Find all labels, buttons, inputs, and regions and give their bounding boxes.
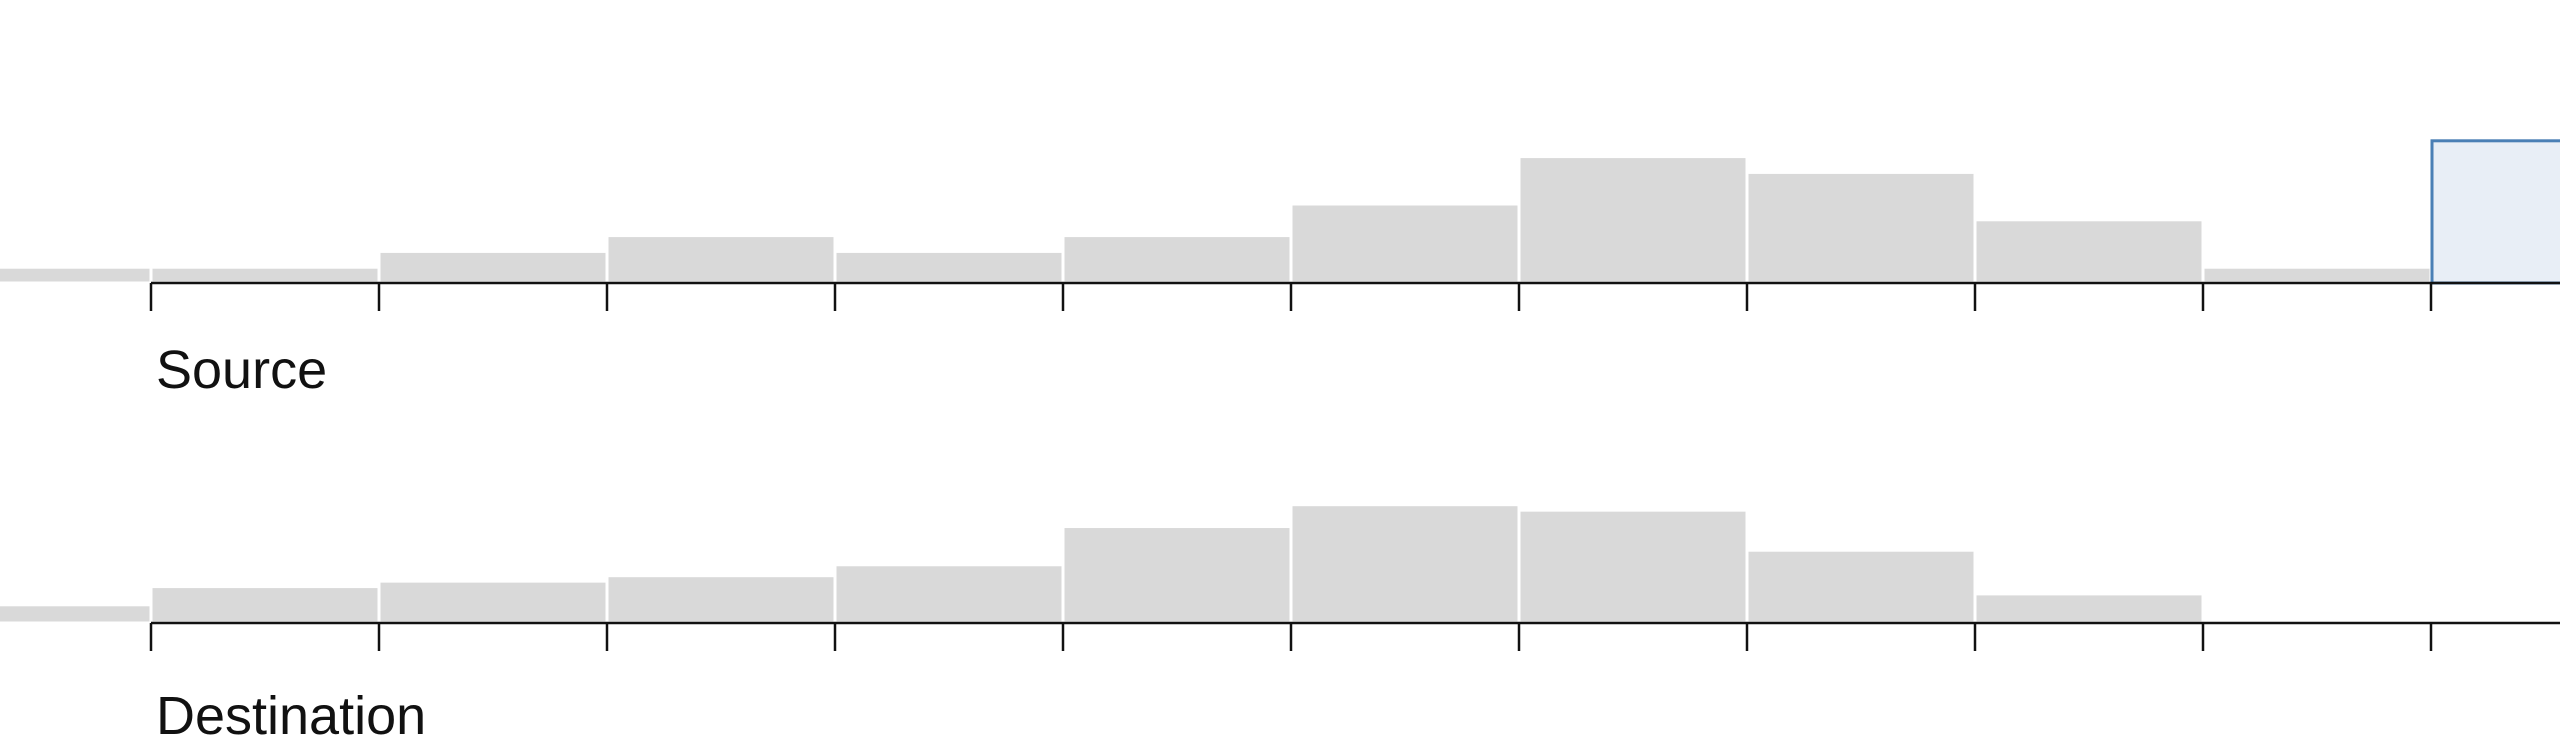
source-bar-8	[1745, 170, 1977, 285]
destination-bar-8	[1745, 548, 1977, 625]
source-bar-10	[2201, 265, 2433, 285]
destination-bar-4	[833, 563, 1065, 625]
destination-bar-1	[149, 585, 381, 625]
source-bar-stub	[0, 265, 153, 285]
destination-bar-3	[605, 574, 837, 625]
destination-label: Destination	[156, 686, 426, 742]
source-bar-4	[833, 249, 1065, 285]
source-bar-7	[1517, 155, 1749, 285]
source-bar-1	[149, 265, 381, 285]
destination-bar-5	[1061, 525, 1293, 625]
destination-bar-stub	[0, 603, 153, 625]
destination-bar-9	[1973, 592, 2205, 625]
destination-histogram: Destination	[0, 503, 2560, 742]
source-bar-5	[1061, 234, 1293, 285]
source-bar-3	[605, 234, 837, 285]
source-selected-bin[interactable]	[2430, 139, 2560, 285]
source-label: Source	[156, 340, 327, 400]
source-bar-9	[1973, 218, 2205, 285]
destination-bar-6	[1289, 503, 1521, 625]
source-bar-6	[1289, 202, 1521, 285]
source-histogram: Source	[0, 139, 2560, 400]
destination-bar-2	[377, 579, 609, 625]
source-bar-2	[377, 249, 609, 285]
destination-bar-7	[1517, 508, 1749, 625]
